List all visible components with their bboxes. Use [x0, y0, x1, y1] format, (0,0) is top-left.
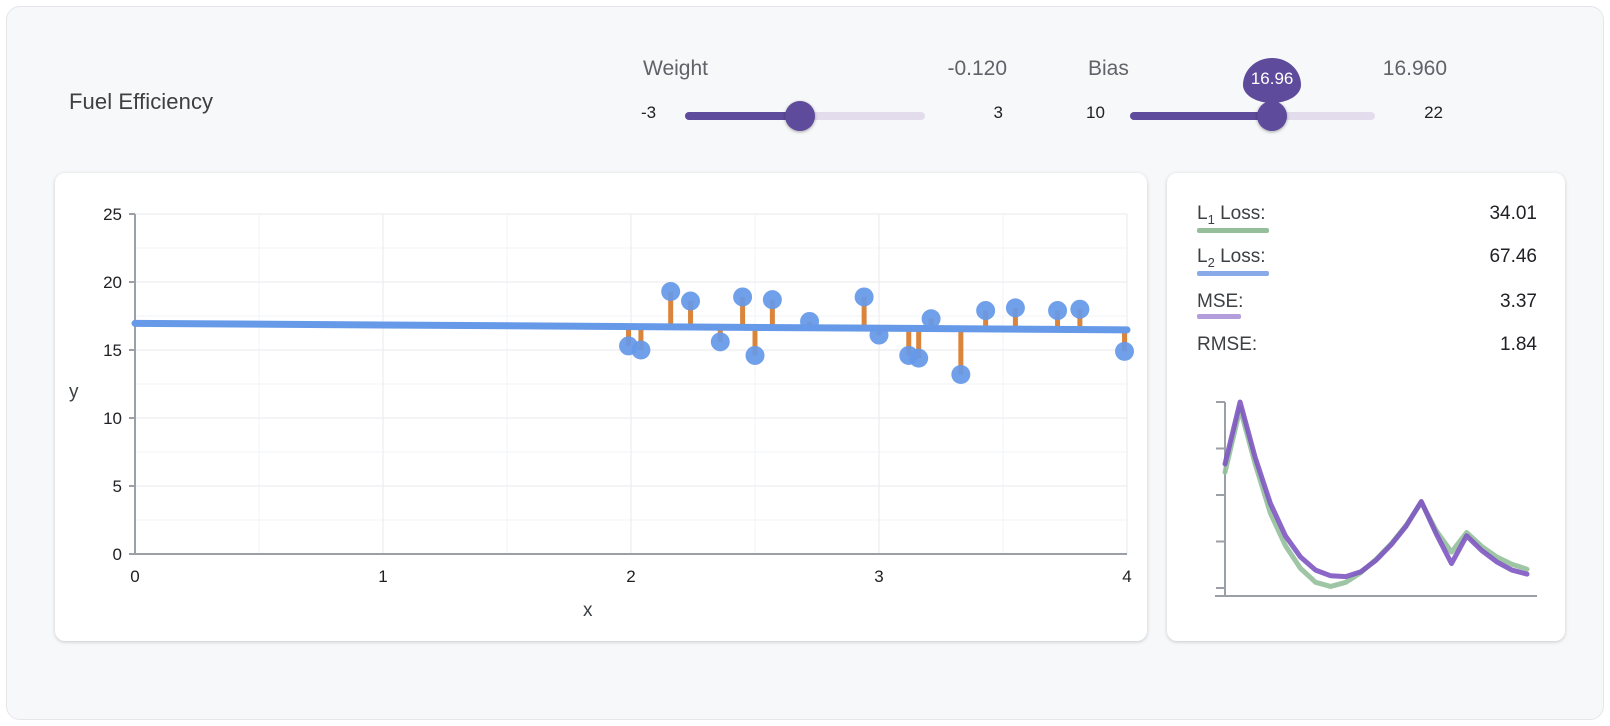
svg-text:y: y [69, 382, 79, 403]
metric-row: L2 Loss: 67.46 [1197, 246, 1537, 276]
weight-slider-fill [685, 112, 801, 120]
control-bias-value: 16.960 [1382, 57, 1447, 80]
svg-text:0: 0 [113, 545, 122, 564]
app-shell: Fuel Efficiency Weight -0.120 -3 3 Bias … [6, 6, 1604, 720]
bias-slider-fill [1130, 112, 1273, 120]
page-title: Fuel Efficiency [69, 89, 214, 114]
metric-l2-color-swatch [1197, 270, 1269, 276]
control-weight-max: 3 [993, 103, 1003, 122]
svg-text:4: 4 [1122, 567, 1131, 586]
metric-l2-value: 67.46 [1489, 246, 1537, 267]
svg-text:5: 5 [113, 477, 122, 496]
metric-rmse-value: 1.84 [1500, 334, 1537, 355]
metric-l1-color-swatch [1197, 227, 1269, 233]
metric-row: MSE: 3.37 [1197, 291, 1537, 319]
scatter-plot-svg: 0 5 10 15 20 25 0 1 2 3 4 y x [69, 205, 1135, 621]
control-bias-label: Bias [1088, 57, 1129, 80]
control-bias-min: 10 [1086, 103, 1105, 122]
loss-history-chart [1215, 399, 1537, 597]
bias-slider[interactable]: 16.96 [1130, 58, 1375, 131]
svg-text:3: 3 [874, 567, 883, 586]
metric-rmse-label: RMSE: [1197, 334, 1258, 355]
metric-l2-label: L2 Loss: [1197, 246, 1269, 276]
control-weight: Weight -0.120 -3 3 [627, 53, 1007, 143]
svg-text:10: 10 [103, 409, 122, 428]
metric-mse-label: MSE: [1197, 291, 1243, 319]
svg-text:20: 20 [103, 273, 122, 292]
metric-mse-color-swatch [1197, 314, 1241, 319]
svg-text:x: x [583, 600, 593, 621]
control-bias: Bias 16.960 10 22 16.96 [1072, 53, 1447, 143]
metrics-card: L1 Loss: 34.01 L2 Loss: 67.46 MSE: 3.37 … [1167, 173, 1565, 641]
weight-slider-thumb[interactable] [785, 101, 816, 131]
control-weight-value: -0.120 [947, 57, 1007, 80]
metric-mse-value: 3.37 [1500, 291, 1537, 312]
metric-row: RMSE: 1.84 [1197, 334, 1537, 362]
bias-slider-thumb[interactable]: 16.96 [1243, 58, 1302, 131]
weight-slider[interactable] [685, 101, 925, 131]
scatter-plot-card: 0 5 10 15 20 25 0 1 2 3 4 y x [55, 173, 1147, 641]
control-weight-label: Weight [643, 57, 708, 80]
svg-text:2: 2 [626, 567, 635, 586]
control-bias-max: 22 [1424, 103, 1443, 122]
metric-l1-label: L1 Loss: [1197, 203, 1269, 233]
svg-text:1: 1 [378, 567, 387, 586]
svg-text:0: 0 [130, 567, 139, 586]
metric-row: L1 Loss: 34.01 [1197, 203, 1537, 233]
svg-text:15: 15 [103, 341, 122, 360]
control-weight-min: -3 [641, 103, 657, 122]
metric-l1-value: 34.01 [1489, 203, 1537, 224]
bias-slider-tooltip: 16.96 [1243, 58, 1302, 112]
svg-text:25: 25 [103, 205, 122, 224]
